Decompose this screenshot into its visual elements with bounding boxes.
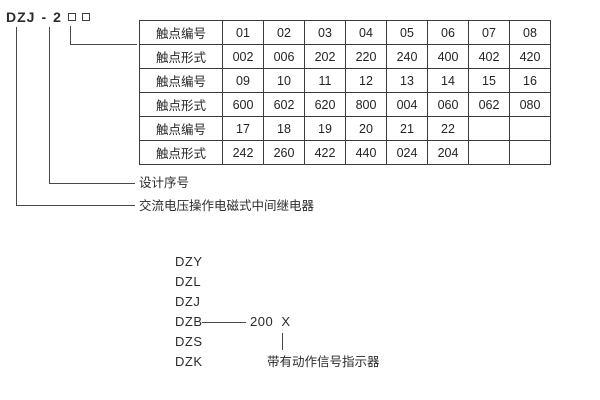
row-header-cell: 触点形式 xyxy=(139,92,223,117)
value-cell xyxy=(468,116,510,141)
relay-type-list: DZY DZL DZJ DZB DZS DZK xyxy=(175,252,203,372)
table-row: 触点编号 01 02 03 04 05 06 07 08 xyxy=(139,20,551,45)
value-cell: 440 xyxy=(345,140,387,165)
placeholder-box xyxy=(67,13,76,21)
value-cell: 602 xyxy=(263,92,305,117)
value-cell: 18 xyxy=(263,116,305,141)
value-cell: 04 xyxy=(345,20,387,45)
value-cell: 12 xyxy=(345,68,387,93)
row-header-cell: 触点形式 xyxy=(139,44,223,69)
table-row: 触点形式 002 006 202 220 240 400 402 420 xyxy=(139,44,551,69)
value-cell: 062 xyxy=(468,92,510,117)
value-cell: 20 xyxy=(345,116,387,141)
row-header-cell: 触点形式 xyxy=(139,140,223,165)
indicator-note: 带有动作信号指示器 xyxy=(267,355,380,369)
value-cell: 204 xyxy=(427,140,469,165)
value-cell: 03 xyxy=(304,20,346,45)
model-series: 2 xyxy=(53,9,62,25)
relay-type-item: DZK xyxy=(175,354,203,369)
relay-type-item: DZL xyxy=(175,274,202,289)
callout-line-series-horizontal xyxy=(49,183,135,184)
row-header-cell: 触点编号 xyxy=(139,68,223,93)
value-cell: 22 xyxy=(427,116,469,141)
value-cell: 620 xyxy=(304,92,346,117)
value-cell: 402 xyxy=(468,44,510,69)
value-cell: 19 xyxy=(304,116,346,141)
table-row: 触点形式 600 602 620 800 004 060 062 080 xyxy=(139,92,551,117)
product-name-label: 交流电压操作电磁式中间继电器 xyxy=(139,199,315,213)
value-cell: 060 xyxy=(427,92,469,117)
value-cell: 21 xyxy=(386,116,428,141)
value-cell: 05 xyxy=(386,20,428,45)
contact-table: 触点编号 01 02 03 04 05 06 07 08 触点形式 002 006 202 220 240 4… xyxy=(139,20,551,165)
value-cell: 400 xyxy=(427,44,469,69)
value-cell: 01 xyxy=(222,20,264,45)
callout-line-product-vertical xyxy=(16,27,17,206)
value-cell: 220 xyxy=(345,44,387,69)
placeholder-box xyxy=(81,13,90,21)
value-cell: 16 xyxy=(509,68,551,93)
value-cell xyxy=(509,140,551,165)
value-cell: 024 xyxy=(386,140,428,165)
value-cell: 800 xyxy=(345,92,387,117)
callout-line-contacts-vertical xyxy=(70,26,71,45)
value-cell: 08 xyxy=(509,20,551,45)
value-cell: 420 xyxy=(509,44,551,69)
relay-type-item: DZS xyxy=(175,334,203,349)
indicator-connector-line xyxy=(282,333,283,350)
value-cell: 13 xyxy=(386,68,428,93)
callout-line-product-horizontal xyxy=(16,205,135,206)
value-cell: 10 xyxy=(263,68,305,93)
value-cell xyxy=(509,116,551,141)
value-cell: 080 xyxy=(509,92,551,117)
value-cell: 600 xyxy=(222,92,264,117)
relay-type-item: DZB xyxy=(175,314,203,329)
dzb-connector-line xyxy=(202,322,246,323)
value-cell: 06 xyxy=(427,20,469,45)
callout-line-contacts-horizontal xyxy=(70,44,137,45)
value-cell: 15 xyxy=(468,68,510,93)
value-cell: 202 xyxy=(304,44,346,69)
value-cell: 002 xyxy=(222,44,264,69)
value-cell: 006 xyxy=(263,44,305,69)
table-row: 触点形式 242 260 422 440 024 204 xyxy=(139,140,551,165)
value-cell: 14 xyxy=(427,68,469,93)
value-cell: 11 xyxy=(304,68,346,93)
row-header-cell: 触点编号 xyxy=(139,116,223,141)
table-row: 触点编号 09 10 11 12 13 14 15 16 xyxy=(139,68,551,93)
table-row: 触点编号 17 18 19 20 21 22 xyxy=(139,116,551,141)
design-serial-label: 设计序号 xyxy=(139,176,190,190)
model-prefix: DZJ xyxy=(6,9,36,25)
relay-type-item: DZY xyxy=(175,254,203,269)
value-cell: 09 xyxy=(222,68,264,93)
value-cell: 242 xyxy=(222,140,264,165)
value-cell: 02 xyxy=(263,20,305,45)
callout-line-series-vertical xyxy=(49,27,50,184)
value-cell: 260 xyxy=(263,140,305,165)
value-cell: 17 xyxy=(222,116,264,141)
value-cell: 004 xyxy=(386,92,428,117)
value-cell: 240 xyxy=(386,44,428,69)
value-cell: 422 xyxy=(304,140,346,165)
relay-type-item: DZJ xyxy=(175,294,201,309)
dzb-model-value: 200 X xyxy=(250,314,291,329)
value-cell: 07 xyxy=(468,20,510,45)
value-cell xyxy=(468,140,510,165)
model-code: DZJ - 2 xyxy=(6,9,90,25)
row-header-cell: 触点编号 xyxy=(139,20,223,45)
contact-table-body: 触点编号 01 02 03 04 05 06 07 08 触点形式 002 006 202 220 240 4… xyxy=(139,20,551,165)
model-separator: - xyxy=(41,9,48,25)
